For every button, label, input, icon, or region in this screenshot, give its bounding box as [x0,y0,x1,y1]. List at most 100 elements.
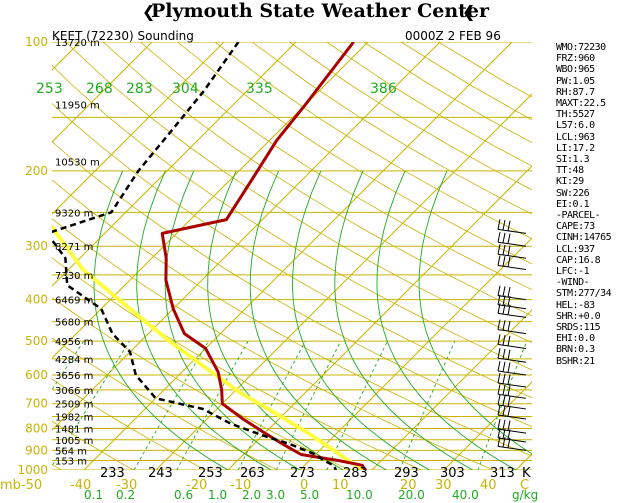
kelvin-tick-label: 303 [440,466,465,481]
wind-barb-flag [502,335,506,346]
temperature-tick-label: C [520,478,529,493]
index-line: KI:29 [556,176,584,188]
index-line: HEL:-83 [556,299,595,311]
index-line: TH:5527 [556,109,595,121]
mixing-ratio-line [176,340,249,470]
index-line: SI:1.3 [556,154,590,166]
wind-barb-flag [507,256,511,267]
index-line: EHI:0.0 [556,333,595,345]
wind-barb-flag [497,219,501,230]
wind-barb-flag [507,406,511,417]
mixing-ratio-tick-label: g/kg [512,488,538,502]
moist-adiabat-line [334,170,474,470]
wind-barbs [497,219,527,451]
wind-barb-flag [507,245,511,256]
temperature-tick-label: 0 [300,478,308,493]
mixing-ratio-tick-label: 3.0 [266,488,285,502]
dry-adiabat-line [52,64,532,371]
wind-barb-flag [497,372,501,384]
stability-indices-panel: WMO:72230 FRZ:960 WBO:965 PW:1.05 RH:87.7 MAX… [556,42,640,367]
height-label: 9320 m [55,208,93,219]
height-label: 13720 m [55,38,100,49]
mixing-ratio-tick-label: 40.0 [452,488,479,502]
index-line: LFC:-1 [556,266,590,278]
height-label: 1982 m [55,413,93,424]
index-line: CAPE:73 [556,221,595,233]
wind-barb-flag [497,334,501,345]
bird-logo-right-icon: ❮ [462,2,476,21]
wind-barb-flag [507,362,511,373]
kelvin-tick-label: 313 [490,466,515,481]
kelvin-tick-label: 243 [148,466,173,481]
wind-barb-flag [507,220,511,231]
wind-barb-flag [502,373,506,384]
kelvin-tick-label: 233 [100,466,125,481]
mixing-ratio-line [237,340,306,470]
dewpoint-curve [52,42,338,470]
wind-barb-flag [497,436,501,447]
theta-tick-label: 386 [370,81,397,97]
temperature-tick-label: 20 [400,478,417,493]
temperature-tick-label: 10 [332,478,349,493]
temperature-curve [160,42,367,470]
wind-barb-flag [497,419,501,430]
wind-barb-staff [497,428,527,434]
grid-lines [52,42,532,470]
theta-tick-label: 283 [126,81,153,97]
wind-barb-flag [502,428,506,439]
index-line: RH:87.7 [556,86,595,98]
wind-barb-flag [507,335,511,346]
mixing-ratio-line [477,341,528,470]
isotherm-line [227,165,532,470]
wind-barb-flag [507,420,511,431]
pressure-tick-label: 900 [25,443,48,457]
wind-barb-flag [502,419,506,430]
height-label: 3656 m [55,371,93,382]
theta-tick-label: 253 [36,81,63,97]
pressure-tick-label: 800 [25,422,48,436]
wind-barb-flag [502,361,506,372]
mixing-ratio-tick-label: 0.2 [116,488,135,502]
height-label: 4284 m [55,355,93,366]
wind-barb-flag [497,294,501,305]
theta-tick-label: 268 [86,81,113,97]
wind-barb-flag [497,285,501,296]
moist-adiabat-line [292,170,430,470]
wind-barb-flag [497,232,501,243]
wind-barb-staff [497,382,527,388]
mixing-ratio-tick-label: 20.0 [398,488,425,502]
pressure-tick-label: 200 [25,164,48,178]
wind-barb-flag [497,394,501,406]
index-line: -WIND- [556,277,590,289]
dry-adiabat-line [52,179,532,457]
wind-barb-staff [497,329,527,335]
pressure-tick-label: 500 [25,334,48,348]
index-line: -PARCEL- [556,210,601,222]
wind-barb-staff [497,404,527,410]
dry-adiabat-line [52,420,134,470]
dry-adiabat-line [214,42,532,240]
index-line: LCL:937 [556,243,595,255]
moist-adiabat-line [418,170,532,455]
moist-adiabat-line [207,170,344,470]
index-line: PW:1.05 [556,75,595,87]
height-label: 4956 m [55,337,93,348]
pressure-tick-label: 600 [25,368,48,382]
isotherm-line [155,93,532,470]
mixing-ratio-tick-label: 10.0 [346,488,373,502]
height-label: 6469 m [55,296,93,307]
wind-barb-staff [497,414,527,420]
index-line: BSHR:21 [556,355,595,367]
wind-barb-flag [497,427,501,439]
wind-barb-flag [507,437,511,448]
wind-barb-flag [502,348,506,360]
height-label: 564 m [55,446,87,457]
isotherm-line [83,42,513,470]
mixing-ratio-line [399,341,456,470]
wind-barb-staff [497,264,527,270]
wind-barb-flag [497,360,501,372]
temperature-tick-label: -20 [186,478,207,493]
temperature-tick-label: -40 [70,478,91,493]
